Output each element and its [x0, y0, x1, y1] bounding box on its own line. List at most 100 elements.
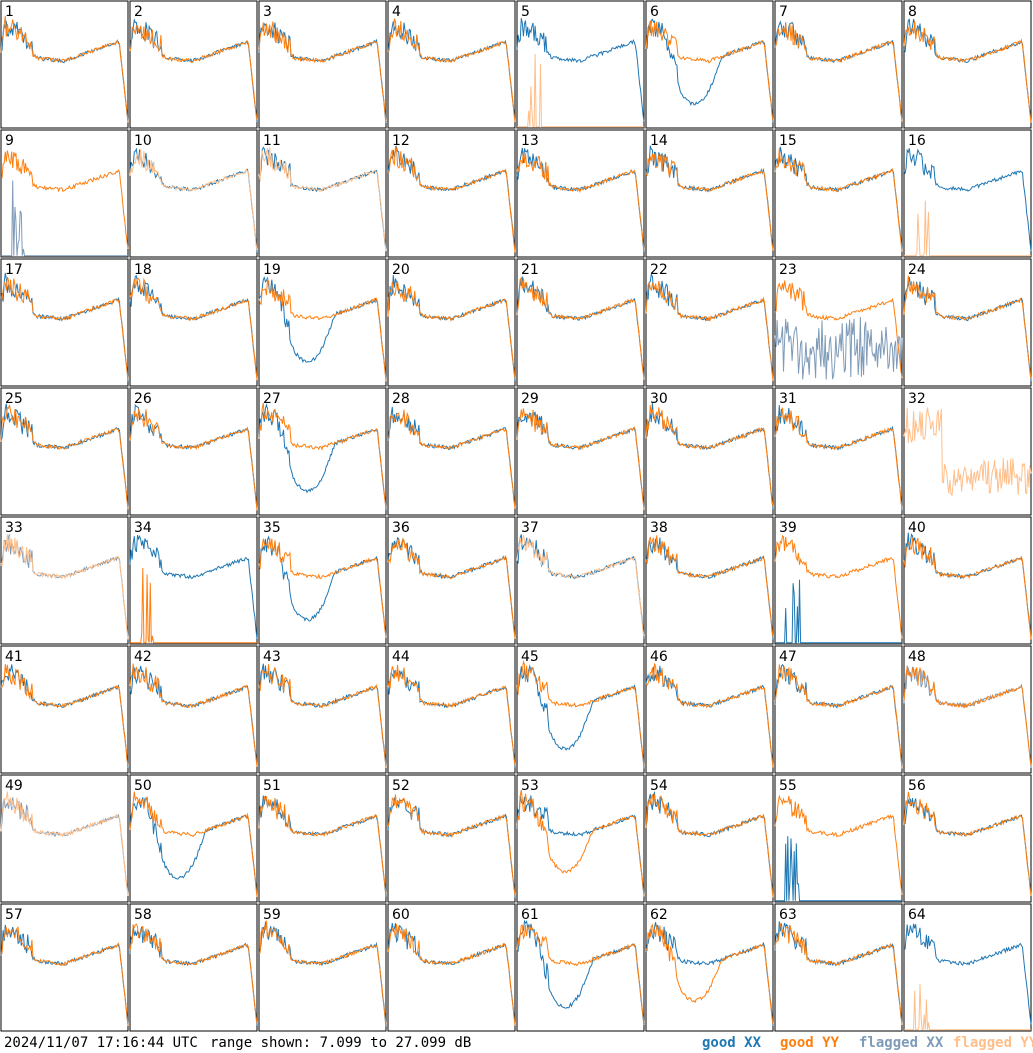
panel-label: 57: [5, 907, 23, 923]
panel-label: 40: [908, 520, 926, 536]
panel-50: 50: [129, 774, 258, 903]
series-good-yy: [0, 277, 129, 380]
range-label: range shown: 7.099 to 27.099 dB: [210, 1035, 472, 1051]
series-good-yy: [258, 402, 387, 508]
panel-label: 46: [650, 649, 668, 665]
series-good-yy: [387, 18, 516, 123]
panel-label: 49: [5, 778, 23, 794]
series-good-yy: [516, 408, 645, 510]
panel-label: 24: [908, 262, 926, 278]
panel-frame: [645, 645, 774, 774]
panel-frame: [645, 0, 774, 129]
series-good-yy: [645, 153, 774, 251]
panel-label: 41: [5, 649, 23, 665]
series-good-yy: [903, 537, 1032, 640]
footer-bar: 2024/11/07 17:16:44 UTC range shown: 7.0…: [0, 1033, 1033, 1053]
panel-frame: [516, 258, 645, 387]
panel-frame: [258, 258, 387, 387]
panel-3: 3: [258, 0, 387, 129]
panel-frame: [903, 129, 1032, 258]
series-good-yy: [903, 21, 1032, 123]
panel-label: 31: [779, 391, 797, 407]
panel-frame: [258, 645, 387, 774]
panel-30: 30: [645, 387, 774, 516]
panel-26: 26: [129, 387, 258, 516]
panel-label: 37: [521, 520, 539, 536]
panel-label: 16: [908, 133, 926, 149]
series-good-yy: [774, 664, 903, 769]
panel-label: 63: [779, 907, 797, 923]
series-good-yy: [516, 789, 645, 897]
panel-label: 61: [521, 907, 539, 923]
series-good-xx: [775, 836, 902, 902]
series-good-yy: [258, 21, 387, 122]
panel-33: 33: [0, 516, 129, 645]
panel-frame: [903, 516, 1032, 645]
legend-flagged-xx: flagged XX: [859, 1035, 944, 1051]
panel-frame: [387, 774, 516, 903]
panel-frame: [129, 903, 258, 1032]
panel-6: 6: [645, 0, 774, 129]
panel-14: 14: [645, 129, 774, 258]
panel-label: 34: [134, 520, 152, 536]
panel-frame: [387, 516, 516, 645]
series-flagged-xx: [1, 180, 128, 257]
panel-53: 53: [516, 774, 645, 903]
series-good-yy: [258, 920, 387, 1025]
panel-frame: [0, 258, 129, 387]
panel-label: 9: [5, 133, 14, 149]
panel-frame: [774, 129, 903, 258]
panel-label: 14: [650, 133, 668, 149]
panel-4: 4: [387, 0, 516, 129]
timestamp-label: 2024/11/07 17:16:44 UTC: [4, 1035, 198, 1051]
panel-label: 62: [650, 907, 668, 923]
series-flagged-yy: [904, 200, 1031, 257]
panel-label: 28: [392, 391, 410, 407]
panel-frame: [645, 129, 774, 258]
series-good-xx: [129, 665, 258, 766]
panel-label: 10: [134, 133, 152, 149]
series-good-yy: [129, 407, 258, 511]
series-good-yy: [774, 922, 903, 1025]
series-good-xx: [129, 534, 258, 639]
series-good-yy: [645, 923, 774, 1024]
series-good-yy: [129, 663, 258, 767]
series-flagged-yy: [904, 983, 1031, 1031]
panel-23: 23: [774, 258, 903, 387]
panel-frame: [0, 903, 129, 1032]
panel-label: 55: [779, 778, 797, 794]
series-flagged-yy: [0, 534, 129, 640]
panel-57: 57: [0, 903, 129, 1032]
panel-frame: [903, 258, 1032, 387]
series-flagged-yy: [516, 534, 645, 637]
panel-label: 1: [5, 4, 14, 20]
series-good-yy: [129, 277, 258, 381]
series-good-xx: [774, 405, 903, 511]
panel-frame: [516, 0, 645, 129]
panel-frame: [774, 774, 903, 903]
panel-label: 3: [263, 4, 272, 20]
panel-frame: [129, 0, 258, 129]
series-good-yy: [258, 664, 387, 768]
series-good-yy: [645, 20, 774, 121]
series-flagged-yy: [0, 791, 129, 896]
panel-label: 56: [908, 778, 926, 794]
series-good-yy: [387, 537, 516, 639]
panel-frame: [129, 129, 258, 258]
panel-label: 51: [263, 778, 281, 794]
panel-frame: [774, 903, 903, 1032]
panel-label: 22: [650, 262, 668, 278]
panel-frame: [258, 903, 387, 1032]
panel-frame: [903, 774, 1032, 903]
series-good-xx: [775, 579, 902, 644]
panel-label: 32: [908, 391, 926, 407]
panel-frame: [387, 903, 516, 1032]
panel-label: 36: [392, 520, 410, 536]
series-good-yy: [774, 407, 903, 509]
series-good-yy: [903, 791, 1032, 896]
panel-label: 38: [650, 520, 668, 536]
panel-frame: [774, 387, 903, 516]
series-good-yy: [387, 409, 516, 509]
series-good-yy: [774, 534, 903, 639]
panel-frame: [0, 387, 129, 516]
